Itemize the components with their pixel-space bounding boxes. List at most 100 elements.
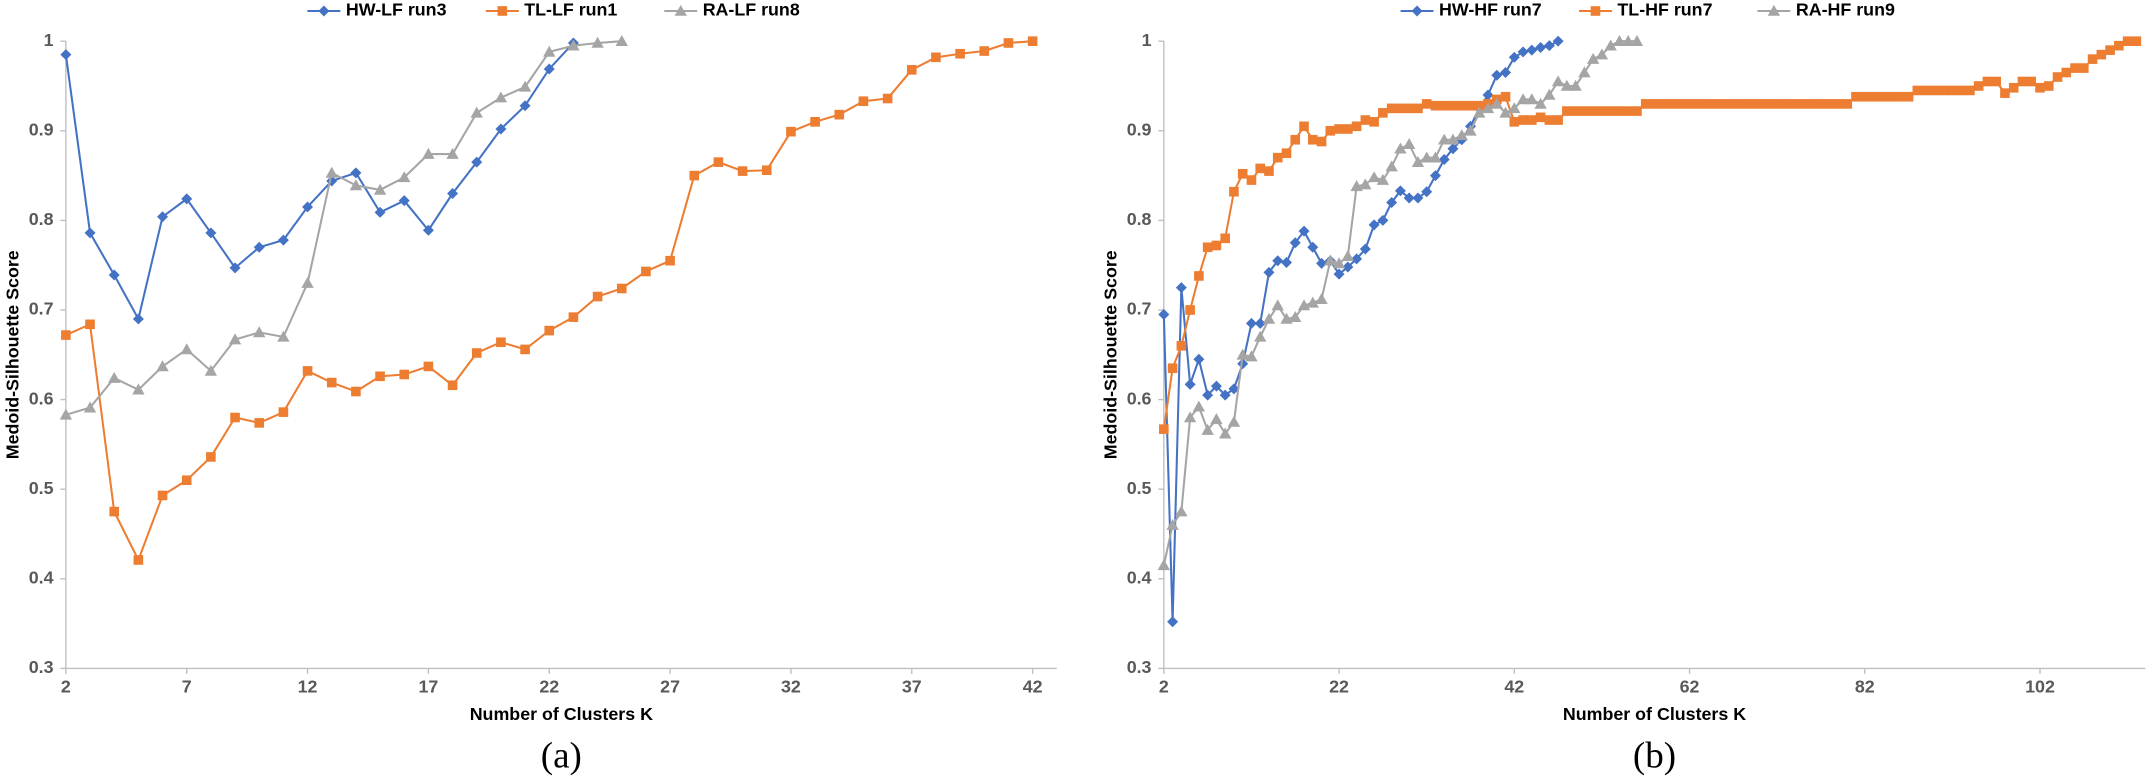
marker bbox=[1446, 133, 1460, 145]
marker bbox=[1535, 41, 1547, 53]
marker bbox=[206, 452, 216, 462]
marker bbox=[350, 167, 362, 179]
marker bbox=[1763, 99, 1774, 109]
marker bbox=[60, 49, 72, 61]
legend-symbol bbox=[318, 5, 330, 17]
marker bbox=[1378, 108, 1388, 118]
marker bbox=[326, 377, 337, 388]
marker bbox=[61, 330, 71, 340]
marker bbox=[349, 179, 363, 191]
x-axis-title: Number of Clusters K bbox=[470, 704, 653, 724]
marker bbox=[1851, 91, 1861, 102]
y-tick-label: 0.6 bbox=[1127, 388, 1152, 408]
marker bbox=[1194, 271, 1204, 281]
marker bbox=[180, 343, 193, 355]
marker bbox=[1421, 99, 1432, 109]
marker bbox=[1307, 134, 1318, 145]
marker bbox=[59, 408, 73, 420]
marker bbox=[1333, 268, 1345, 280]
marker bbox=[1859, 91, 1870, 102]
marker bbox=[2008, 82, 2019, 93]
legend-marker bbox=[1590, 6, 1601, 16]
marker bbox=[2061, 67, 2072, 78]
legend-marker bbox=[1411, 5, 1423, 17]
marker bbox=[1420, 151, 1433, 163]
marker bbox=[1816, 99, 1826, 109]
marker bbox=[1982, 76, 1993, 87]
y-tick-label: 0.9 bbox=[1127, 120, 1152, 140]
marker bbox=[737, 166, 748, 176]
marker bbox=[398, 195, 410, 207]
marker bbox=[1185, 305, 1195, 315]
marker bbox=[1597, 106, 1607, 116]
marker bbox=[351, 386, 361, 397]
marker bbox=[1746, 99, 1756, 109]
marker bbox=[1229, 186, 1239, 197]
y-tick-label: 0.3 bbox=[29, 657, 54, 677]
legend-label: RA-LF run8 bbox=[703, 0, 800, 20]
marker bbox=[1877, 91, 1888, 102]
marker bbox=[1369, 117, 1379, 127]
marker bbox=[1175, 282, 1187, 294]
marker bbox=[1211, 240, 1222, 251]
x-tick-label: 2 bbox=[61, 676, 71, 696]
marker bbox=[955, 48, 965, 59]
marker bbox=[1202, 242, 1213, 253]
marker bbox=[1508, 102, 1521, 114]
x-tick-label: 17 bbox=[418, 676, 438, 696]
marker bbox=[665, 255, 675, 266]
y-tick-label: 0.4 bbox=[1127, 568, 1152, 588]
caption: (a) bbox=[541, 735, 582, 776]
marker bbox=[1543, 88, 1556, 100]
marker bbox=[1500, 67, 1512, 79]
marker bbox=[1412, 192, 1424, 204]
marker bbox=[1630, 35, 1644, 46]
marker bbox=[254, 418, 265, 428]
x-tick-label: 37 bbox=[902, 676, 922, 696]
x-tick-label: 27 bbox=[660, 676, 680, 696]
marker bbox=[1614, 106, 1625, 116]
x-tick-label: 22 bbox=[1329, 676, 1349, 696]
marker bbox=[858, 96, 869, 107]
marker bbox=[2131, 36, 2142, 46]
marker bbox=[1702, 99, 1712, 109]
marker bbox=[1254, 317, 1266, 329]
marker bbox=[592, 291, 603, 302]
marker bbox=[1543, 40, 1555, 52]
marker bbox=[1429, 170, 1441, 182]
marker bbox=[1490, 97, 1503, 109]
legend-label: RA-HF run9 bbox=[1796, 0, 1895, 20]
marker bbox=[1578, 66, 1591, 78]
x-axis-title: Number of Clusters K bbox=[1563, 704, 1746, 724]
marker bbox=[1527, 115, 1537, 125]
chart: 0.30.40.50.60.70.80.912 22 42 62 82 102Number… bbox=[1100, 0, 2146, 776]
marker bbox=[1299, 121, 1309, 132]
marker bbox=[1246, 175, 1257, 185]
marker bbox=[518, 80, 532, 92]
marker bbox=[1237, 168, 1248, 179]
marker bbox=[1509, 117, 1520, 127]
marker bbox=[1947, 85, 1958, 96]
marker bbox=[1552, 35, 1564, 47]
marker bbox=[1544, 115, 1555, 125]
marker bbox=[1499, 106, 1512, 118]
x-tick-label: 42 bbox=[1023, 676, 1043, 696]
marker bbox=[301, 276, 314, 288]
legend-symbol bbox=[1767, 4, 1781, 16]
marker bbox=[302, 366, 313, 376]
marker bbox=[1003, 38, 1014, 48]
marker bbox=[1667, 99, 1677, 109]
marker bbox=[1394, 142, 1407, 154]
marker bbox=[1157, 559, 1171, 571]
marker bbox=[84, 227, 96, 239]
marker bbox=[1316, 136, 1327, 147]
marker bbox=[1562, 106, 1572, 116]
marker bbox=[1027, 36, 1038, 46]
marker bbox=[1632, 106, 1642, 116]
marker bbox=[1455, 129, 1468, 141]
marker bbox=[543, 45, 556, 57]
marker bbox=[1395, 103, 1406, 114]
marker bbox=[2035, 82, 2045, 93]
marker bbox=[375, 371, 385, 382]
marker bbox=[2017, 76, 2028, 87]
